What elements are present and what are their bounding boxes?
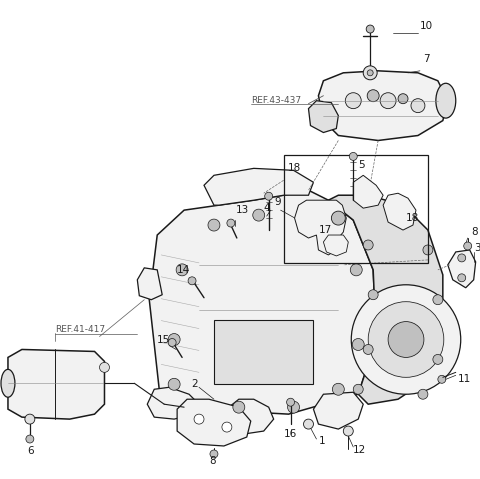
Circle shape	[411, 99, 425, 113]
Text: 18: 18	[288, 163, 301, 173]
Circle shape	[368, 302, 444, 377]
Polygon shape	[295, 200, 346, 255]
Circle shape	[388, 321, 424, 357]
Circle shape	[208, 219, 220, 231]
Circle shape	[433, 295, 443, 305]
Bar	[214, 319, 313, 384]
Text: 4: 4	[264, 203, 270, 213]
Text: 5: 5	[358, 160, 365, 171]
Circle shape	[332, 383, 344, 395]
Circle shape	[188, 277, 196, 285]
Ellipse shape	[1, 369, 15, 397]
Circle shape	[363, 66, 377, 80]
Bar	[284, 155, 428, 263]
Circle shape	[353, 384, 363, 394]
Circle shape	[458, 274, 466, 282]
Text: 9: 9	[275, 197, 281, 207]
Polygon shape	[353, 175, 383, 208]
Circle shape	[99, 363, 109, 372]
Circle shape	[287, 398, 295, 406]
Text: 3: 3	[474, 243, 480, 253]
Circle shape	[350, 264, 362, 276]
Text: REF.41-417: REF.41-417	[55, 325, 105, 334]
Circle shape	[168, 333, 180, 345]
Polygon shape	[147, 388, 199, 419]
Circle shape	[331, 211, 345, 225]
Polygon shape	[8, 350, 105, 419]
Text: 8: 8	[472, 227, 478, 237]
Circle shape	[464, 242, 472, 250]
Circle shape	[351, 285, 461, 394]
Circle shape	[363, 240, 373, 250]
Circle shape	[367, 70, 373, 76]
Polygon shape	[318, 71, 448, 140]
Text: 14: 14	[177, 265, 191, 275]
Polygon shape	[177, 399, 251, 446]
Circle shape	[343, 426, 353, 436]
Text: 16: 16	[284, 429, 297, 439]
Text: 1: 1	[318, 436, 325, 446]
Circle shape	[345, 93, 361, 109]
Text: 15: 15	[157, 334, 170, 344]
Circle shape	[298, 204, 310, 216]
Polygon shape	[309, 101, 338, 133]
Circle shape	[418, 389, 428, 399]
Text: 10: 10	[420, 21, 433, 31]
Text: 11: 11	[458, 374, 471, 384]
Circle shape	[380, 93, 396, 109]
Circle shape	[168, 378, 180, 390]
Circle shape	[253, 209, 264, 221]
Text: 13: 13	[236, 205, 249, 215]
Circle shape	[332, 219, 344, 231]
Circle shape	[288, 401, 300, 413]
Circle shape	[303, 419, 313, 429]
Polygon shape	[204, 168, 313, 205]
Circle shape	[233, 401, 245, 413]
Circle shape	[26, 435, 34, 443]
Circle shape	[363, 344, 373, 354]
Circle shape	[367, 90, 379, 102]
Circle shape	[349, 152, 357, 160]
Circle shape	[222, 422, 232, 432]
Polygon shape	[313, 392, 363, 429]
Circle shape	[458, 254, 466, 262]
Text: 2: 2	[191, 379, 198, 389]
Circle shape	[176, 264, 188, 276]
Circle shape	[168, 339, 176, 346]
Polygon shape	[324, 235, 348, 256]
Circle shape	[398, 215, 408, 225]
Circle shape	[227, 219, 235, 227]
Text: 6: 6	[27, 446, 34, 456]
Circle shape	[366, 25, 374, 33]
Polygon shape	[328, 195, 443, 404]
Circle shape	[210, 450, 218, 458]
Circle shape	[433, 354, 443, 365]
Circle shape	[25, 414, 35, 424]
Polygon shape	[149, 190, 376, 414]
Polygon shape	[448, 250, 476, 288]
Text: 8: 8	[209, 456, 216, 466]
Circle shape	[264, 192, 273, 200]
Circle shape	[423, 245, 433, 255]
Text: 17: 17	[318, 225, 332, 235]
Polygon shape	[383, 193, 416, 230]
Circle shape	[398, 94, 408, 103]
Circle shape	[194, 414, 204, 424]
Text: 18: 18	[406, 213, 419, 223]
Circle shape	[368, 290, 378, 300]
Text: 7: 7	[423, 54, 430, 64]
Circle shape	[352, 339, 364, 351]
Ellipse shape	[436, 83, 456, 118]
Polygon shape	[229, 399, 274, 434]
Text: 12: 12	[353, 445, 367, 455]
Text: REF.43-437: REF.43-437	[251, 96, 301, 105]
Circle shape	[438, 376, 446, 383]
Polygon shape	[137, 268, 162, 300]
